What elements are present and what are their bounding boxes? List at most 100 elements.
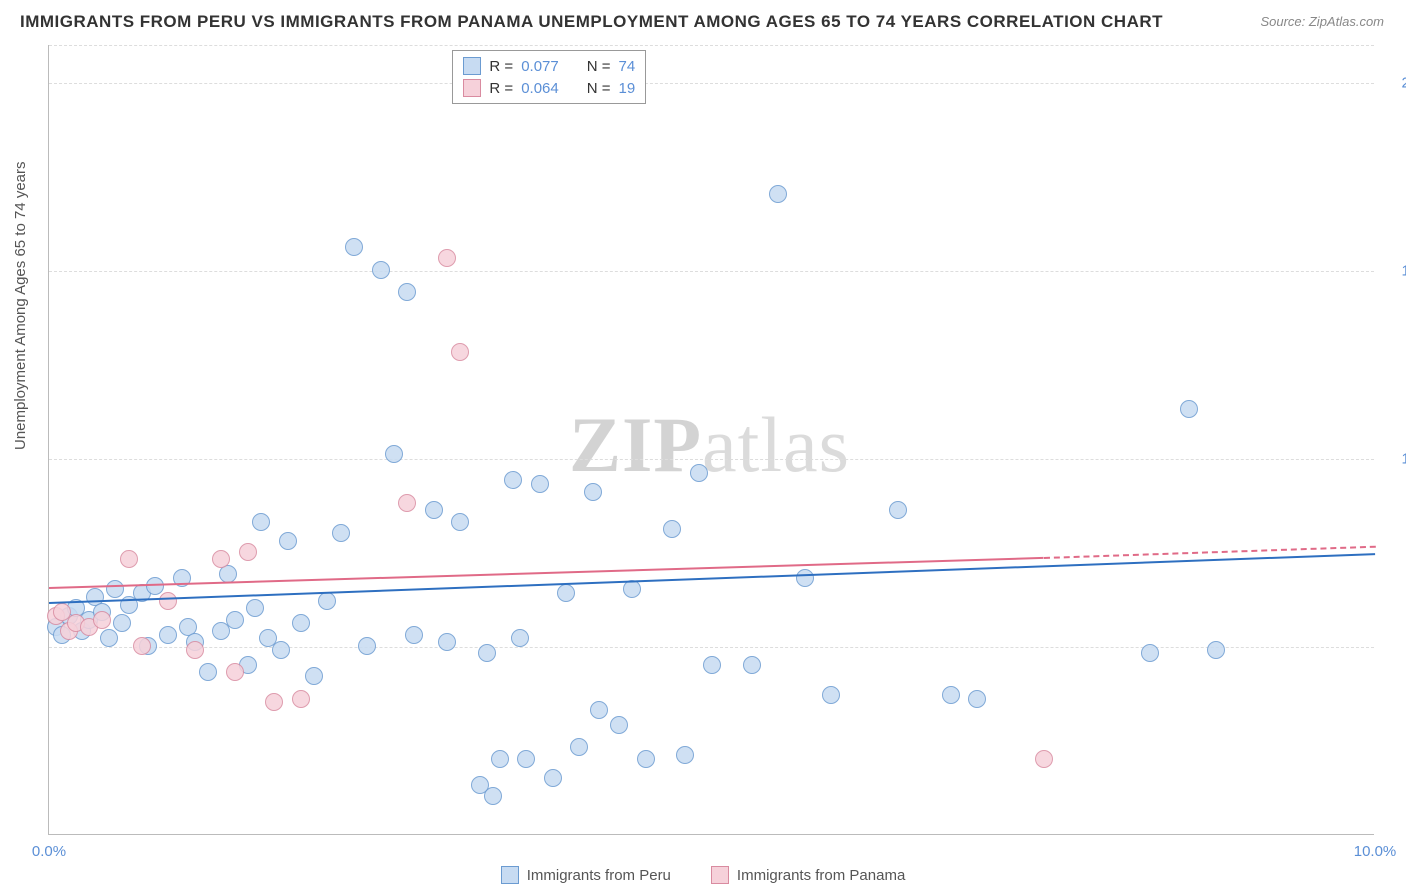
data-point <box>570 738 588 756</box>
data-point <box>478 644 496 662</box>
data-point <box>279 532 297 550</box>
data-point <box>504 471 522 489</box>
swatch-icon <box>463 57 481 75</box>
data-point <box>1035 750 1053 768</box>
data-point <box>491 750 509 768</box>
data-point <box>425 501 443 519</box>
legend-bottom: Immigrants from Peru Immigrants from Pana… <box>0 866 1406 884</box>
gridline <box>49 83 1374 84</box>
data-point <box>557 584 575 602</box>
gridline <box>49 45 1374 46</box>
source-label: Source: ZipAtlas.com <box>1260 14 1384 29</box>
data-point <box>93 611 111 629</box>
data-point <box>252 513 270 531</box>
data-point <box>292 690 310 708</box>
legend-stats-row: R = 0.077 N = 74 <box>463 55 635 77</box>
data-point <box>703 656 721 674</box>
data-point <box>398 494 416 512</box>
n-value: 74 <box>619 58 636 75</box>
data-point <box>345 238 363 256</box>
data-point <box>451 513 469 531</box>
data-point <box>889 501 907 519</box>
data-point <box>517 750 535 768</box>
data-point <box>1180 400 1198 418</box>
data-point <box>623 580 641 598</box>
data-point <box>100 629 118 647</box>
data-point <box>584 483 602 501</box>
data-point <box>663 520 681 538</box>
x-tick-label: 0.0% <box>32 843 66 860</box>
data-point <box>305 667 323 685</box>
data-point <box>438 633 456 651</box>
data-point <box>451 343 469 361</box>
legend-label: Immigrants from Peru <box>527 867 671 884</box>
data-point <box>113 614 131 632</box>
data-point <box>531 475 549 493</box>
data-point <box>120 550 138 568</box>
legend-item: Immigrants from Panama <box>711 866 905 884</box>
data-point <box>743 656 761 674</box>
swatch-icon <box>463 79 481 97</box>
data-point <box>676 746 694 764</box>
watermark: ZIPatlas <box>569 400 850 490</box>
data-point <box>438 249 456 267</box>
data-point <box>186 641 204 659</box>
data-point <box>1141 644 1159 662</box>
data-point <box>292 614 310 632</box>
data-point <box>637 750 655 768</box>
y-tick-label: 15.0% <box>1401 262 1406 279</box>
data-point <box>398 283 416 301</box>
y-tick-label: 10.0% <box>1401 450 1406 467</box>
x-tick-label: 10.0% <box>1354 843 1397 860</box>
chart-container: IMMIGRANTS FROM PERU VS IMMIGRANTS FROM … <box>0 0 1406 892</box>
data-point <box>968 690 986 708</box>
legend-item: Immigrants from Peru <box>501 866 671 884</box>
data-point <box>385 445 403 463</box>
data-point <box>796 569 814 587</box>
data-point <box>769 185 787 203</box>
legend-stats-row: R = 0.064 N = 19 <box>463 77 635 99</box>
r-value: 0.077 <box>521 58 559 75</box>
data-point <box>246 599 264 617</box>
data-point <box>272 641 290 659</box>
n-label: N = <box>587 58 611 75</box>
n-value: 19 <box>619 80 636 97</box>
swatch-icon <box>711 866 729 884</box>
data-point <box>212 550 230 568</box>
data-point <box>405 626 423 644</box>
r-label: R = <box>489 58 513 75</box>
data-point <box>226 611 244 629</box>
data-point <box>133 637 151 655</box>
data-point <box>199 663 217 681</box>
data-point <box>358 637 376 655</box>
y-axis-label: Unemployment Among Ages 65 to 74 years <box>12 161 29 450</box>
r-value: 0.064 <box>521 80 559 97</box>
data-point <box>332 524 350 542</box>
data-point <box>484 787 502 805</box>
data-point <box>318 592 336 610</box>
legend-label: Immigrants from Panama <box>737 867 905 884</box>
plot-area: ZIPatlas 5.0%10.0%15.0%20.0%0.0%10.0% <box>48 45 1374 835</box>
y-tick-label: 20.0% <box>1401 74 1406 91</box>
data-point <box>106 580 124 598</box>
data-point <box>239 543 257 561</box>
data-point <box>822 686 840 704</box>
data-point <box>544 769 562 787</box>
n-label: N = <box>587 80 611 97</box>
data-point <box>942 686 960 704</box>
gridline <box>49 647 1374 648</box>
data-point <box>590 701 608 719</box>
gridline <box>49 459 1374 460</box>
swatch-icon <box>501 866 519 884</box>
data-point <box>159 626 177 644</box>
data-point <box>511 629 529 647</box>
r-label: R = <box>489 80 513 97</box>
legend-stats: R = 0.077 N = 74 R = 0.064 N = 19 <box>452 50 646 104</box>
chart-title: IMMIGRANTS FROM PERU VS IMMIGRANTS FROM … <box>20 12 1163 32</box>
data-point <box>690 464 708 482</box>
data-point <box>1207 641 1225 659</box>
data-point <box>372 261 390 279</box>
data-point <box>159 592 177 610</box>
data-point <box>265 693 283 711</box>
data-point <box>610 716 628 734</box>
